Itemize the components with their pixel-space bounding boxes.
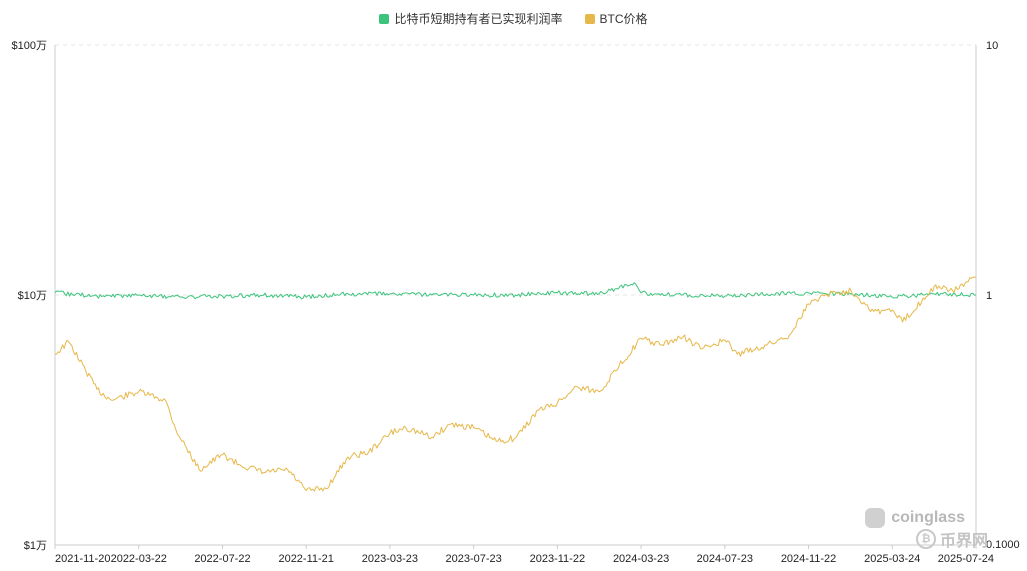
x-tick-10: 2025-03-24 [864, 553, 920, 565]
x-tick-9: 2024-11-22 [781, 553, 836, 565]
legend-swatch-sth-profit [379, 13, 390, 24]
legend-item-btc-price[interactable]: BTC价格 [584, 10, 648, 27]
x-tick-11: 2025-07-24 [938, 553, 994, 565]
legend-item-sth-profit[interactable]: 比特币短期持有者已实现利润率 [379, 10, 563, 27]
legend-label-btc-price: BTC价格 [599, 12, 648, 26]
y-right-tick-1: 1 [986, 290, 992, 302]
series-line-btc-price [54, 276, 977, 492]
chart-legend: 比特币短期持有者已实现利润率 BTC价格 [0, 10, 1027, 27]
legend-swatch-btc-price [584, 13, 595, 24]
tick-labels: $1万 $10万 $100万 0.1000 1 10 2021-11-20 2022-03-2… [12, 40, 1020, 565]
x-tick-4: 2023-03-23 [362, 553, 418, 565]
watermark-brand: coinglass [891, 509, 965, 526]
coinglass-watermark: coinglass [865, 508, 965, 528]
series-layer [54, 276, 977, 492]
x-tick-8: 2024-07-23 [697, 553, 753, 565]
x-tick-2: 2022-07-22 [194, 553, 250, 565]
series-line-sth-profit [54, 282, 977, 300]
watermark-badge: 币界网 [940, 533, 989, 550]
legend-label-sth-profit: 比特币短期持有者已实现利润率 [394, 12, 563, 26]
x-tick-0: 2021-11-20 [55, 553, 110, 565]
y-left-tick-1: $10万 [18, 290, 47, 302]
x-tick-1: 2022-03-22 [111, 553, 167, 565]
x-tick-7: 2024-03-23 [613, 553, 669, 565]
bijie-watermark: ₿ 币界网 [916, 527, 988, 551]
x-tick-5: 2023-07-23 [445, 553, 501, 565]
x-tick-6: 2023-11-22 [530, 553, 585, 565]
coinglass-logo-icon [865, 508, 886, 528]
y-left-tick-0: $1万 [24, 540, 47, 552]
x-tick-3: 2022-11-21 [278, 553, 333, 565]
y-right-tick-0: 0.1000 [986, 539, 1020, 551]
y-right-tick-2: 10 [986, 40, 998, 52]
bitcoin-coin-icon: ₿ [916, 529, 936, 549]
y-left-tick-2: $100万 [12, 40, 47, 52]
